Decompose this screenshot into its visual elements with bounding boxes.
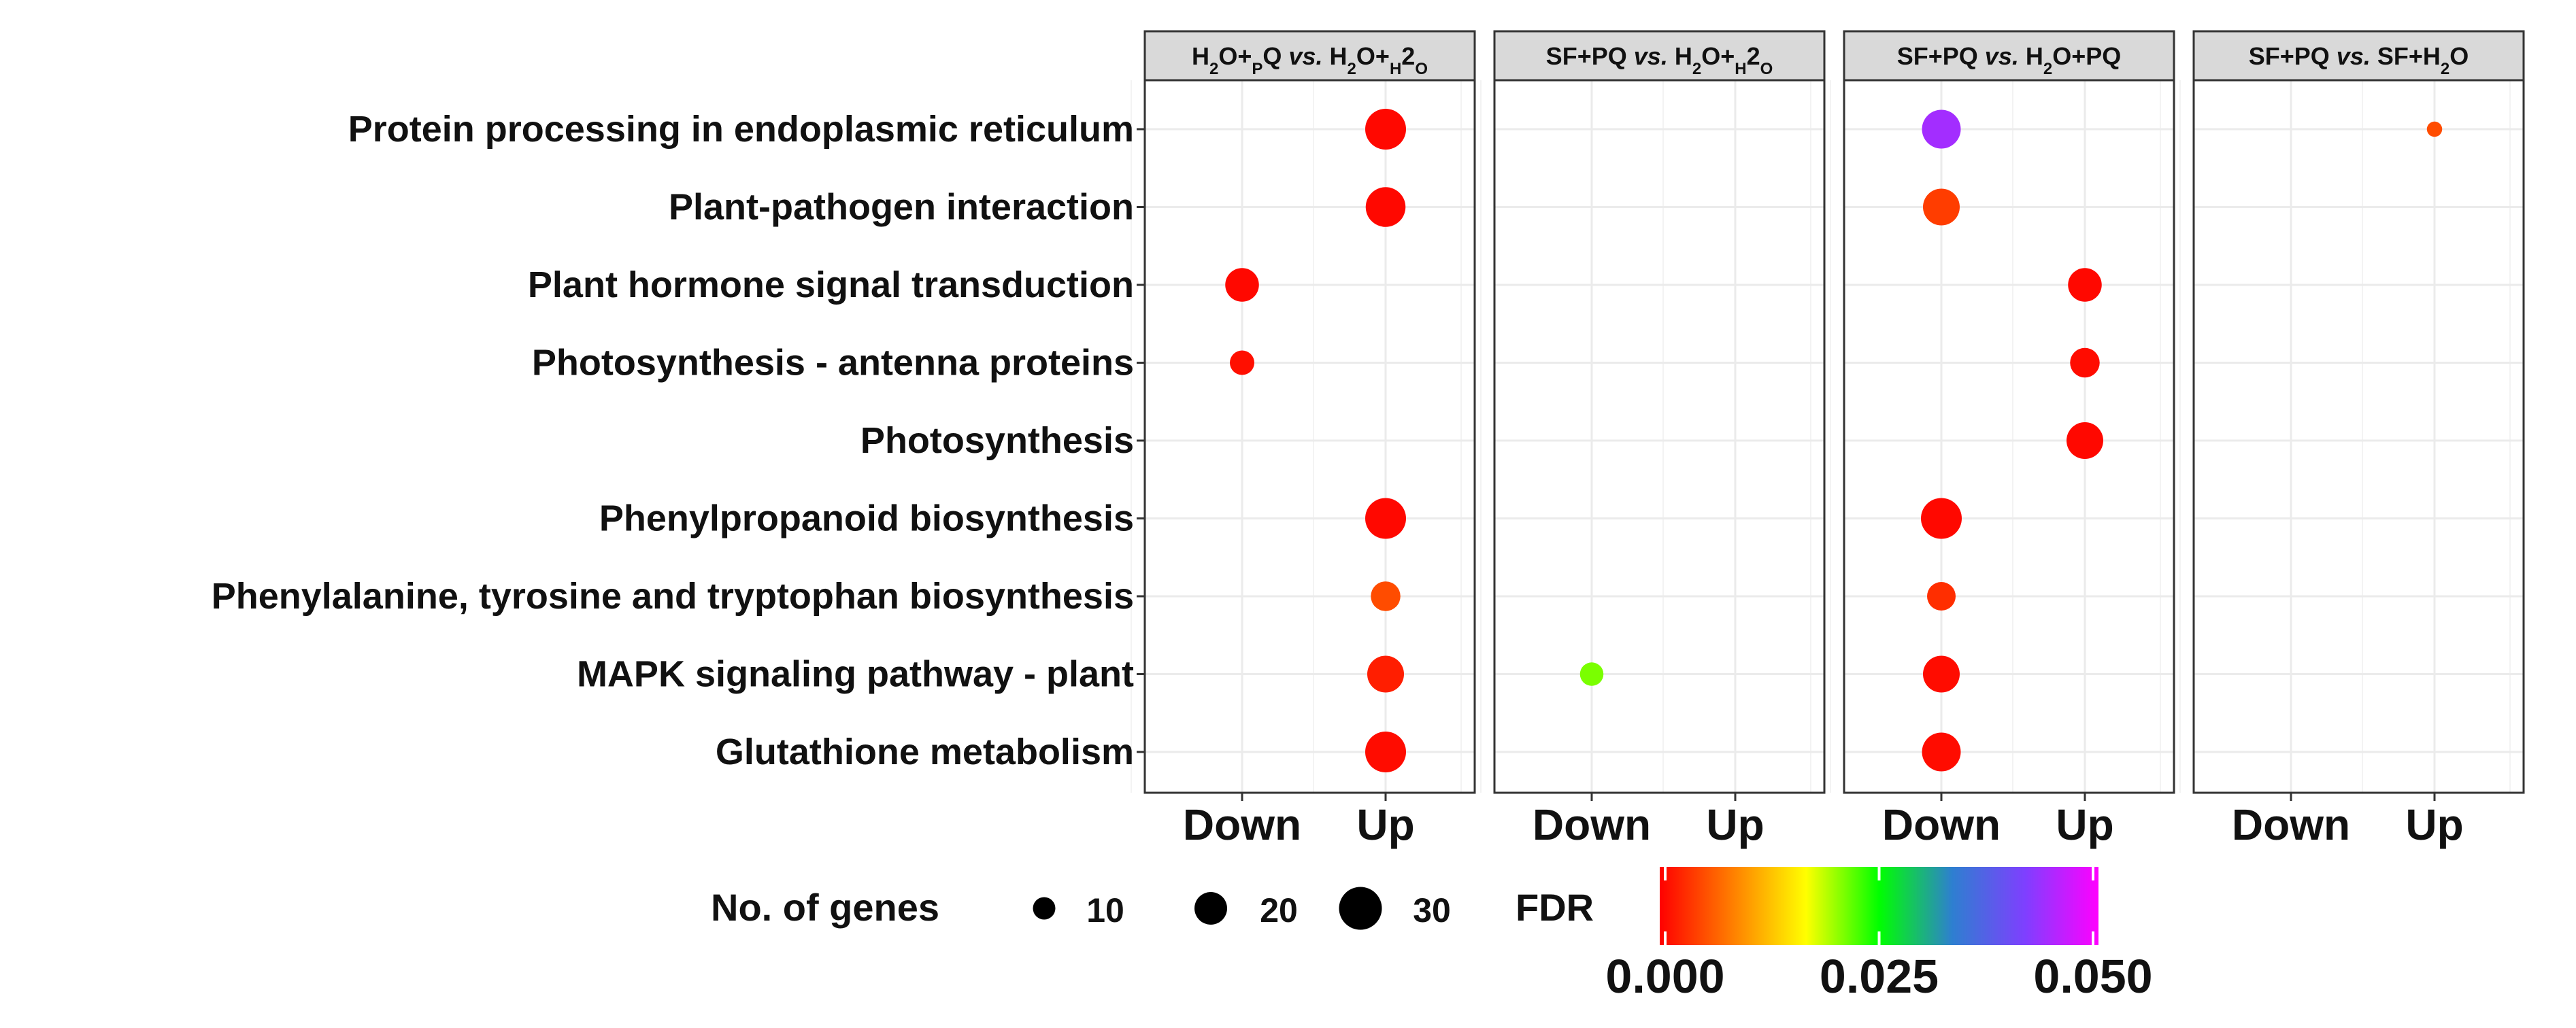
size-legend-label: 20	[1260, 891, 1298, 929]
facet-strip-label: H2O+PQ vs. H2O+H2O	[1192, 42, 1428, 78]
size-legend-label: 10	[1086, 891, 1124, 929]
pathway-label: Glutathione metabolism	[716, 732, 1134, 772]
color-legend-label: 0.000	[1605, 950, 1724, 1003]
data-point	[2068, 268, 2102, 302]
data-point	[1371, 581, 1401, 611]
x-tick-label: Down	[1533, 800, 1651, 849]
facet-strip	[2192, 30, 2525, 82]
facet-strip	[1843, 30, 2175, 82]
x-tick-label: Down	[1183, 800, 1301, 849]
pathway-label: Plant hormone signal transduction	[528, 264, 1134, 305]
color-legend-label: 0.025	[1820, 950, 1939, 1003]
panel-background	[2194, 80, 2524, 793]
legends: No. of genes 10 20 30 FDR 0.000 0.025 0.050	[711, 867, 2153, 1003]
x-tick-label: Up	[1356, 800, 1414, 849]
data-point	[1923, 188, 1960, 226]
pathway-label: Plant-pathogen interaction	[669, 187, 1134, 228]
pathway-label: MAPK signaling pathway - plant	[577, 654, 1134, 695]
color-legend-label: 0.050	[2033, 950, 2152, 1003]
facet-strip	[1493, 30, 1826, 82]
x-tick-label: Up	[1706, 800, 1764, 849]
x-tick-label: Up	[2056, 800, 2113, 849]
data-point	[1922, 732, 1961, 772]
pathway-label: Phenylalanine, tyrosine and tryptophan b…	[212, 576, 1134, 617]
data-point	[2070, 347, 2100, 378]
x-tick-label: Down	[1882, 800, 2001, 849]
facet-strip-label: SF+PQ vs. H2O+H2O	[1546, 42, 1773, 78]
pathway-label: Phenylpropanoid biosynthesis	[599, 498, 1134, 539]
data-point	[1927, 582, 1956, 611]
size-legend-key	[1339, 887, 1382, 930]
x-tick-label: Down	[2232, 800, 2350, 849]
data-point	[1365, 498, 1406, 539]
facet-panels: H2O+PQ vs. H2O+H2O Down Up SF+PQ vs. H2O+H2…	[1131, 30, 2525, 849]
data-point	[1365, 732, 1406, 772]
panel-background	[1494, 80, 1824, 793]
data-point	[2426, 121, 2443, 137]
pathway-label: Photosynthesis - antenna proteins	[532, 343, 1134, 383]
data-point	[1579, 662, 1604, 686]
data-point	[1923, 655, 1960, 693]
size-legend-key	[1033, 897, 1056, 920]
data-point	[1921, 498, 1962, 539]
data-point	[1922, 109, 1961, 149]
facet-strip	[1143, 30, 1476, 82]
data-point	[1367, 655, 1404, 693]
data-point	[2067, 422, 2103, 459]
data-point	[1365, 187, 1406, 227]
pathway-axis-labels: Protein processing in endoplasmic reticu…	[212, 109, 1145, 772]
x-tick-label: Up	[2405, 800, 2463, 849]
data-point	[1365, 109, 1406, 150]
data-point	[1225, 268, 1259, 302]
panel-background	[1844, 80, 2174, 793]
data-points	[1225, 109, 2443, 772]
panel-background	[1145, 80, 1475, 793]
size-legend-key	[1194, 892, 1227, 925]
color-legend-title: FDR	[1516, 886, 1594, 929]
size-legend-title: No. of genes	[711, 886, 939, 929]
facet-strip-label: SF+PQ vs. SF+H2O	[2249, 42, 2469, 78]
facet-strip-label: SF+PQ vs. H2O+PQ	[1897, 42, 2122, 78]
pathway-label: Photosynthesis	[860, 420, 1134, 461]
data-point	[1230, 350, 1254, 375]
pathway-label: Protein processing in endoplasmic reticu…	[348, 109, 1134, 150]
size-legend-label: 30	[1413, 891, 1451, 929]
